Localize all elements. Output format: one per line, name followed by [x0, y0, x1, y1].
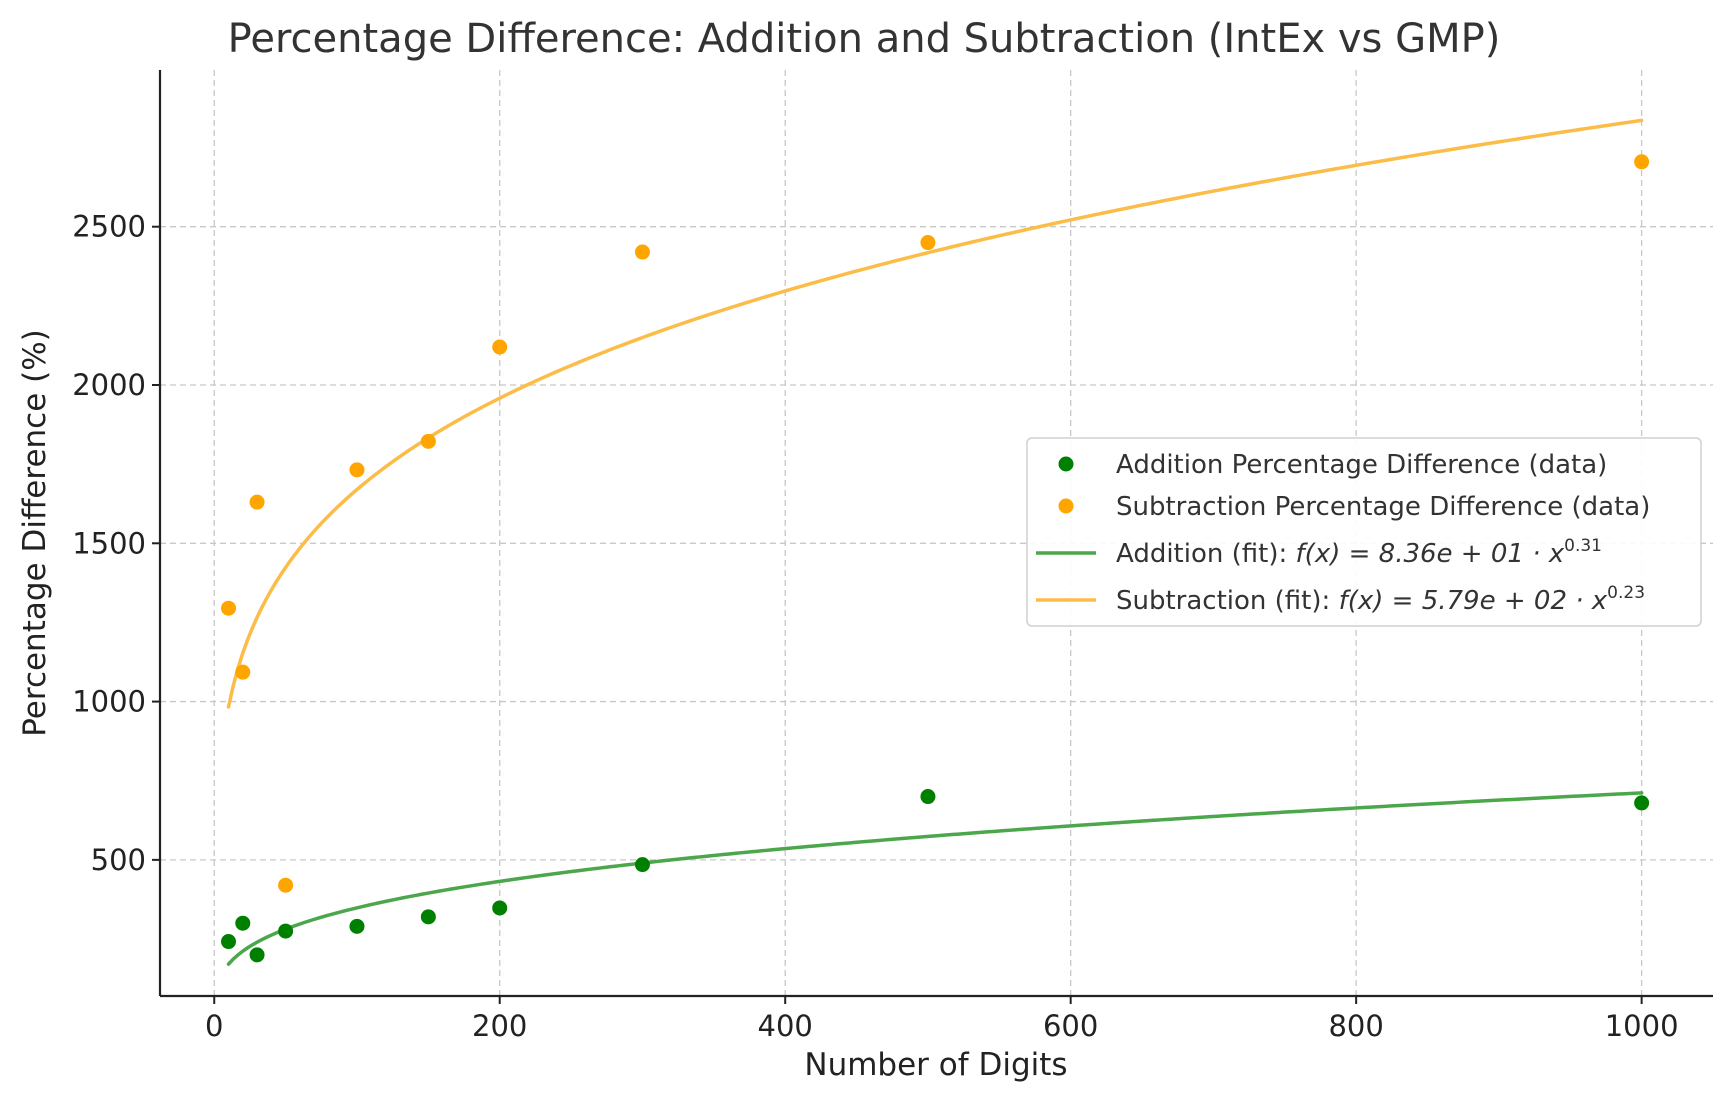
chart-title: Percentage Difference: Addition and Subt…	[228, 16, 1501, 62]
legend-marker-addition-data	[1058, 456, 1074, 472]
data-point-0	[235, 915, 251, 931]
data-point-0	[492, 900, 508, 916]
legend-label-subtraction-fit: Subtraction (fit): f(x) = 5.79e + 02 · x…	[1116, 583, 1645, 616]
data-point-0	[420, 909, 436, 925]
legend: Addition Percentage Difference (data) Su…	[1026, 437, 1702, 627]
x-tick-label: 800	[1328, 1009, 1383, 1043]
legend-box	[1026, 437, 1702, 627]
data-point-1	[221, 600, 237, 616]
x-tick-label: 600	[1043, 1009, 1098, 1043]
x-axis-label: Number of Digits	[804, 1047, 1067, 1083]
data-point-0	[920, 789, 936, 805]
y-tick-label: 1000	[72, 685, 146, 719]
legend-label-addition-data: Addition Percentage Difference (data)	[1116, 450, 1607, 480]
data-point-1	[634, 244, 650, 260]
legend-label-addition-fit: Addition (fit): f(x) = 8.36e + 01 · x0.3…	[1116, 536, 1602, 569]
y-tick-label: 2000	[72, 368, 146, 402]
data-point-1	[920, 235, 936, 251]
data-point-1	[235, 664, 251, 680]
y-ticks: 500 1000 1500 2000 2500	[72, 210, 160, 877]
data-point-0	[1634, 795, 1650, 811]
data-point-0	[249, 947, 265, 963]
y-tick-label: 1500	[72, 526, 146, 560]
data-point-0	[349, 918, 365, 934]
fit-line-2	[226, 791, 1644, 966]
x-tick-label: 1000	[1605, 1009, 1679, 1043]
data-point-1	[1634, 154, 1650, 170]
data-point-0	[278, 923, 294, 939]
data-point-1	[249, 494, 265, 510]
legend-label-subtraction-data: Subtraction Percentage Difference (data)	[1116, 492, 1650, 522]
y-tick-label: 500	[91, 843, 146, 877]
x-tick-label: 400	[758, 1009, 813, 1043]
data-point-1	[278, 877, 294, 893]
data-point-1	[420, 433, 436, 449]
data-point-1	[349, 462, 365, 478]
fit-lines	[226, 118, 1644, 966]
x-tick-label: 200	[472, 1009, 527, 1043]
y-tick-label: 2500	[72, 210, 146, 244]
data-point-0	[221, 934, 237, 950]
x-tick-label: 0	[205, 1009, 223, 1043]
legend-marker-subtraction-data	[1058, 498, 1074, 514]
data-points	[221, 154, 1650, 963]
x-ticks: 0 200 400 600 800 1000	[205, 996, 1679, 1043]
data-point-0	[634, 857, 650, 873]
y-axis-label: Percentage Difference (%)	[17, 329, 53, 737]
fit-line-3	[226, 118, 1644, 709]
axes-spines	[158, 70, 1713, 998]
data-point-1	[492, 339, 508, 355]
